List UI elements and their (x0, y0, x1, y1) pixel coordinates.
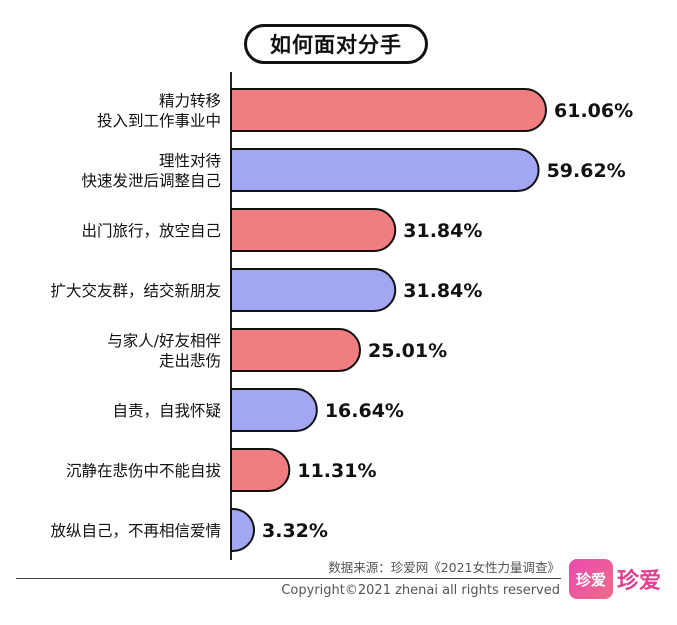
zhenai-logo-text: 珍爱 (617, 569, 662, 594)
bar-value-label: 61.06% (554, 100, 633, 122)
bar-value-label: 31.84% (403, 280, 482, 302)
bar-value-label: 59.62% (547, 160, 626, 182)
chart-title: 如何面对分手 (244, 24, 428, 64)
chart-title-text: 如何面对分手 (270, 33, 402, 57)
zhenai-logo-badge: 珍爱 (569, 559, 613, 599)
bar (230, 388, 318, 432)
bar (230, 448, 291, 492)
footer-divider (16, 578, 561, 579)
bar-value-label: 11.31% (297, 460, 376, 482)
data-source-note: 数据来源：珍爱网《2021女性力量调查》 (328, 560, 560, 575)
bar (230, 508, 255, 552)
bar (230, 148, 540, 192)
category-label: 扩大交友群，结交新朋友 (50, 282, 221, 300)
category-label: 走出悲伤 (159, 352, 221, 370)
bar-value-label: 3.32% (262, 520, 328, 542)
category-label: 投入到工作事业中 (97, 112, 221, 130)
category-label: 沉静在悲伤中不能自拔 (66, 462, 221, 480)
bar-value-label: 16.64% (325, 400, 404, 422)
bar-value-label: 25.01% (368, 340, 447, 362)
category-label: 快速发泄后调整自己 (81, 172, 221, 190)
category-label: 精力转移 (159, 92, 221, 110)
bar (230, 88, 547, 132)
logo-badge-text: 珍爱 (575, 570, 606, 589)
category-label: 与家人/好友相伴 (107, 332, 221, 350)
category-label: 放纵自己，不再相信爱情 (50, 522, 221, 540)
category-label: 自责，自我怀疑 (112, 402, 221, 420)
bar (230, 208, 397, 252)
bar (230, 328, 362, 372)
category-label: 出门旅行，放空自己 (81, 222, 221, 240)
bar (230, 268, 397, 312)
category-label: 理性对待 (159, 152, 221, 170)
bar-value-label: 31.84% (403, 220, 482, 242)
copyright-text: Copyright©2021 zhenai all rights reserve… (281, 583, 560, 598)
